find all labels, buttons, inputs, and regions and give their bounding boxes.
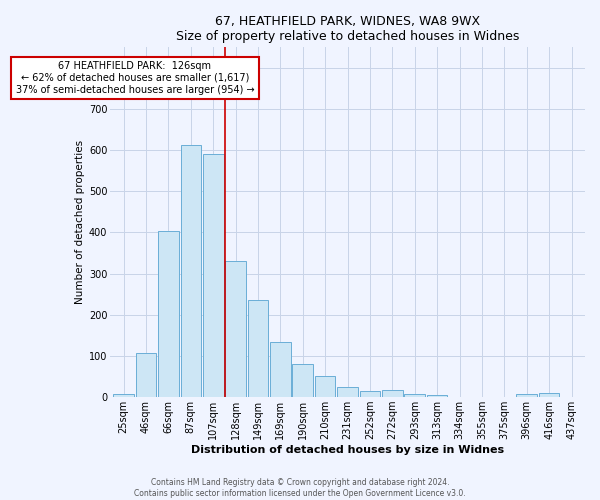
Text: Contains HM Land Registry data © Crown copyright and database right 2024.
Contai: Contains HM Land Registry data © Crown c… [134, 478, 466, 498]
Bar [427, 395, 448, 397]
Y-axis label: Number of detached properties: Number of detached properties [75, 140, 85, 304]
Bar [203, 154, 224, 397]
Bar [136, 353, 157, 397]
Text: 67 HEATHFIELD PARK:  126sqm
← 62% of detached houses are smaller (1,617)
37% of : 67 HEATHFIELD PARK: 126sqm ← 62% of deta… [16, 62, 254, 94]
Bar [315, 376, 335, 397]
Title: 67, HEATHFIELD PARK, WIDNES, WA8 9WX
Size of property relative to detached house: 67, HEATHFIELD PARK, WIDNES, WA8 9WX Siz… [176, 15, 519, 43]
Bar [359, 390, 380, 397]
Bar [292, 364, 313, 397]
Bar [539, 393, 559, 397]
Bar [382, 390, 403, 397]
Bar [226, 261, 246, 397]
Bar [248, 300, 268, 397]
Bar [181, 144, 201, 397]
Bar [337, 388, 358, 397]
Bar [113, 394, 134, 397]
Bar [517, 394, 537, 397]
Bar [158, 231, 179, 397]
X-axis label: Distribution of detached houses by size in Widnes: Distribution of detached houses by size … [191, 445, 504, 455]
Bar [270, 342, 291, 397]
Bar [404, 394, 425, 397]
